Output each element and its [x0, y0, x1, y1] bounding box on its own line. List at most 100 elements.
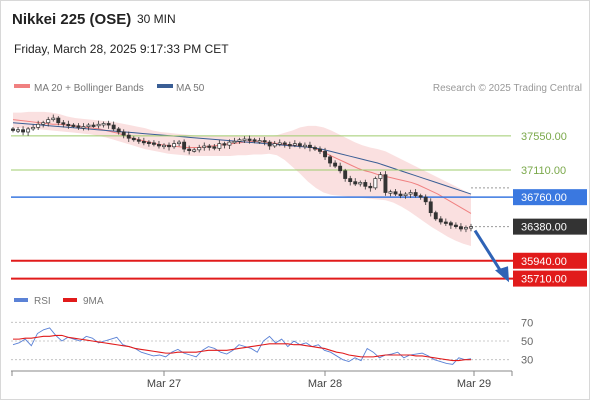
candle-body [157, 144, 161, 147]
candle-body [96, 123, 101, 127]
candle [106, 120, 111, 129]
candle [262, 137, 267, 146]
candle [207, 144, 212, 151]
candle-body [262, 140, 267, 143]
bollinger-band [13, 111, 471, 247]
candle [111, 121, 116, 131]
candle [428, 198, 433, 217]
candle-body [428, 201, 433, 214]
candle-body [121, 131, 126, 136]
candle [101, 121, 106, 128]
candle [438, 216, 443, 225]
candle-body [469, 226, 473, 229]
instrument-title: Nikkei 225 (OSE) [12, 11, 132, 28]
rsi-tick-50: 50 [521, 336, 533, 348]
candle-body [252, 139, 257, 142]
candle-body [368, 185, 373, 189]
candle-body [71, 124, 76, 127]
candle-body [433, 212, 438, 220]
level-label-0: 37550.00 [521, 131, 567, 143]
candle-body [287, 144, 292, 147]
candle-body [61, 122, 66, 125]
candle [182, 139, 187, 153]
candle [469, 223, 473, 232]
candle [423, 194, 428, 205]
credit-label: Research © 2025 Trading Central [433, 83, 582, 94]
candle [433, 210, 438, 221]
candle [413, 189, 418, 198]
candle [403, 192, 408, 199]
candle-body [222, 143, 227, 146]
candle-body [91, 124, 96, 127]
level-label-4: 35940.00 [521, 256, 567, 268]
time-tick-label: Mar 28 [308, 378, 342, 390]
timestamp-label: Friday, March 28, 2025 9:17:33 PM CET [14, 42, 229, 56]
candle-body [242, 138, 247, 141]
candle-body [338, 165, 343, 172]
candle [157, 140, 161, 149]
candle [96, 120, 101, 129]
candle-body [151, 142, 156, 145]
candle-body [418, 195, 423, 198]
candle-body [448, 222, 453, 226]
candle [172, 140, 177, 149]
candle-body [363, 182, 368, 187]
candle-body [383, 174, 388, 193]
candle [116, 126, 121, 135]
candle-body [192, 149, 197, 152]
candle [187, 145, 192, 155]
candle [383, 171, 388, 196]
candle [197, 144, 202, 153]
ma50-legend-swatch [157, 84, 173, 88]
candle [257, 137, 262, 144]
candle [458, 223, 463, 232]
candle-body [51, 117, 56, 120]
candle [56, 116, 61, 126]
rsi-legend-swatch [14, 298, 28, 302]
candle [76, 123, 81, 130]
rsi-ma-legend-label: 9MA [83, 296, 104, 307]
rsi-ma-line [13, 334, 471, 362]
candle [227, 139, 232, 150]
candle [418, 193, 423, 200]
candle-body [464, 227, 468, 230]
candle [91, 122, 96, 128]
candle [86, 123, 91, 131]
candle-body [408, 192, 413, 195]
candle-body [16, 129, 20, 132]
candle-body [56, 117, 61, 124]
candle-body [86, 124, 91, 127]
candle [287, 141, 292, 150]
candle [151, 140, 156, 147]
candle-body [453, 224, 458, 227]
candle [378, 171, 383, 182]
level-label-3: 36380.00 [521, 222, 567, 234]
candle-body [66, 123, 71, 127]
candle-body [197, 147, 202, 151]
candle-body [187, 148, 192, 151]
candle-body [393, 191, 398, 195]
candle [333, 160, 338, 169]
rsi-tick-30: 30 [521, 355, 533, 367]
candle [36, 120, 41, 130]
candle [51, 114, 56, 122]
bollinger-legend-label: MA 20 + Bollinger Bands [34, 83, 144, 94]
time-tick-label: Mar 29 [457, 378, 491, 390]
candle [167, 142, 171, 151]
rsi-line [12, 327, 472, 365]
candle-body [162, 144, 166, 148]
candle-body [267, 141, 272, 147]
time-axis: Mar 27 Mar 28 Mar 29 [11, 370, 513, 390]
candle-body [313, 147, 317, 150]
candle [338, 162, 343, 174]
candle-body [212, 146, 217, 149]
candle-body [21, 129, 26, 133]
candle [61, 120, 66, 128]
candle-body [328, 156, 333, 164]
candle [252, 137, 257, 144]
candle-body [172, 143, 177, 148]
candle [121, 129, 126, 139]
candle-body [131, 137, 136, 141]
candle-body [11, 128, 15, 131]
